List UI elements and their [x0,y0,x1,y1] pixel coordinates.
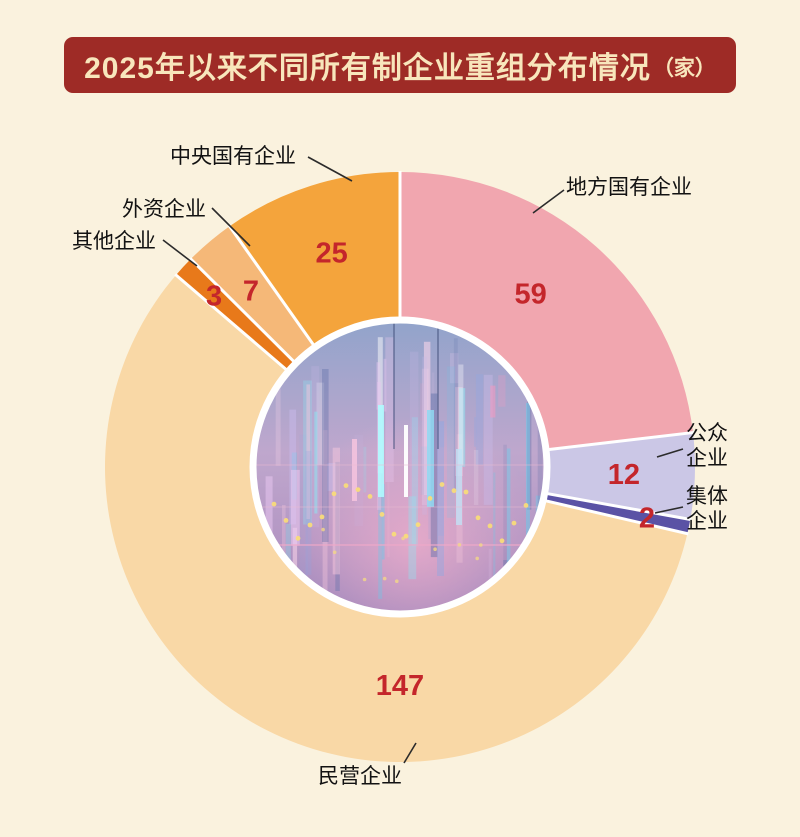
segment-separator [546,430,695,452]
donut-chart: 59 12 2 147 3 7 25 [104,156,696,764]
segment-separator [174,273,289,372]
value-local-soe: 59 [514,279,546,311]
category-label-central-soe: 中央国有企业 [170,145,296,168]
leader-line-local-soe [532,189,565,214]
value-private: 147 [376,670,424,702]
category-label-collective: 集体企业 [686,485,728,533]
segment-local-soe [400,172,693,450]
segment-separator [545,491,692,522]
category-label-public: 公众企业 [686,422,728,470]
leader-line-other [162,239,198,267]
segment-collective [546,493,691,534]
leader-line-collective [654,506,684,514]
leader-line-private [403,742,417,764]
segment-foreign [190,226,314,362]
segment-public [547,432,696,520]
value-central-soe: 25 [315,238,347,270]
value-public: 12 [608,459,640,491]
value-collective: 2 [639,503,655,535]
chart-title-unit: （家） [652,57,716,80]
value-foreign: 7 [243,276,259,308]
segment-private [104,275,688,763]
title-bar: 2025年以来不同所有制企业重组分布情况 （家） [64,37,736,93]
leader-line-public [656,448,684,458]
leader-line-foreign [211,207,251,247]
category-label-private: 民营企业 [318,765,402,788]
leader-line-central-soe [307,156,353,182]
inner-ring [249,316,551,618]
category-label-foreign: 外资企业 [122,198,206,221]
value-other: 3 [206,280,222,312]
segment-other [175,259,294,370]
chart-title: 2025年以来不同所有制企业重组分布情况 [84,52,651,85]
category-label-other: 其他企业 [72,230,156,253]
segment-central-soe [229,172,400,345]
segment-separator [543,498,689,536]
segment-separator [227,224,316,348]
segment-separator [188,257,297,364]
category-label-local-soe: 地方国有企业 [566,176,692,199]
